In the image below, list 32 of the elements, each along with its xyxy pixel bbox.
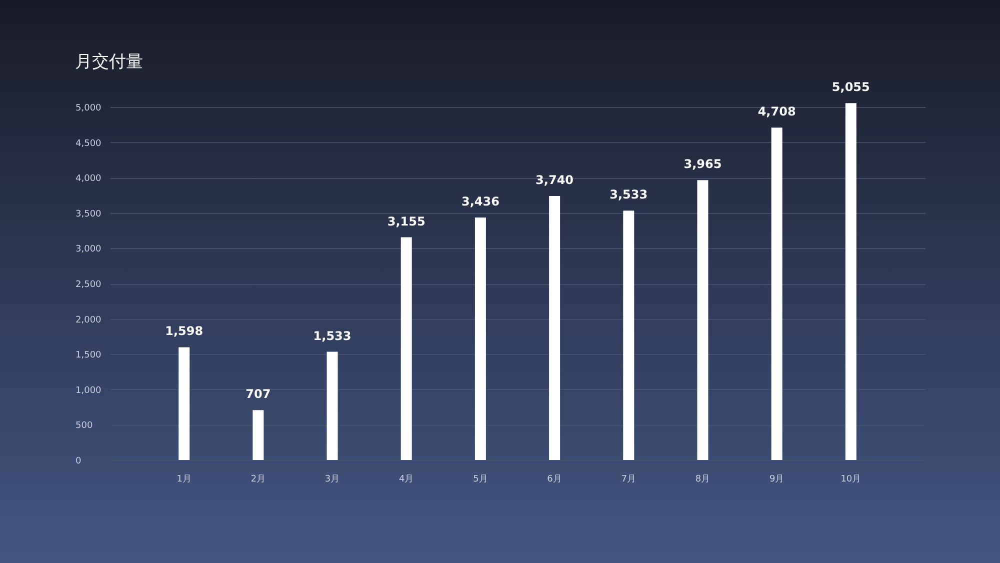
y-tick-label: 4,000 <box>76 174 102 184</box>
y-tick-label: 4,500 <box>76 138 102 149</box>
y-tick-label: 0 <box>76 456 82 466</box>
data-label: 3,740 <box>536 173 574 187</box>
y-tick-label: 3,000 <box>76 244 102 255</box>
x-tick-label: 1月 <box>176 474 192 484</box>
data-label: 1,533 <box>313 328 352 343</box>
y-tick-label: 2,500 <box>76 280 102 290</box>
y-tick-label: 2,000 <box>76 315 102 326</box>
x-tick-label: 10月 <box>840 474 862 484</box>
data-label: 5,055 <box>832 80 870 94</box>
x-tick-label: 9月 <box>769 474 784 484</box>
x-tick-label: 8月 <box>695 474 710 484</box>
chart-title: 月交付量 <box>75 52 143 72</box>
data-label: 3,155 <box>387 214 426 228</box>
x-tick-label: 2月 <box>250 474 266 484</box>
data-label: 3,965 <box>684 157 722 172</box>
data-label: 3,533 <box>610 188 648 202</box>
data-label: 707 <box>246 387 271 402</box>
x-tick-label: 3月 <box>324 474 340 484</box>
y-tick-label: 3,500 <box>76 209 102 220</box>
y-tick-label: 500 <box>76 421 93 432</box>
x-tick-label: 4月 <box>398 474 414 484</box>
y-tick-label: 1,000 <box>76 386 102 396</box>
data-label: 1,598 <box>165 324 204 338</box>
x-tick-label: 5月 <box>473 474 488 484</box>
y-tick-label: 1,500 <box>76 350 102 361</box>
x-tick-label: 7月 <box>621 474 636 484</box>
data-label: 3,436 <box>461 194 500 208</box>
y-tick-label: 5,000 <box>76 104 102 114</box>
x-tick-label: 6月 <box>547 474 562 484</box>
data-label: 4,708 <box>758 104 796 119</box>
